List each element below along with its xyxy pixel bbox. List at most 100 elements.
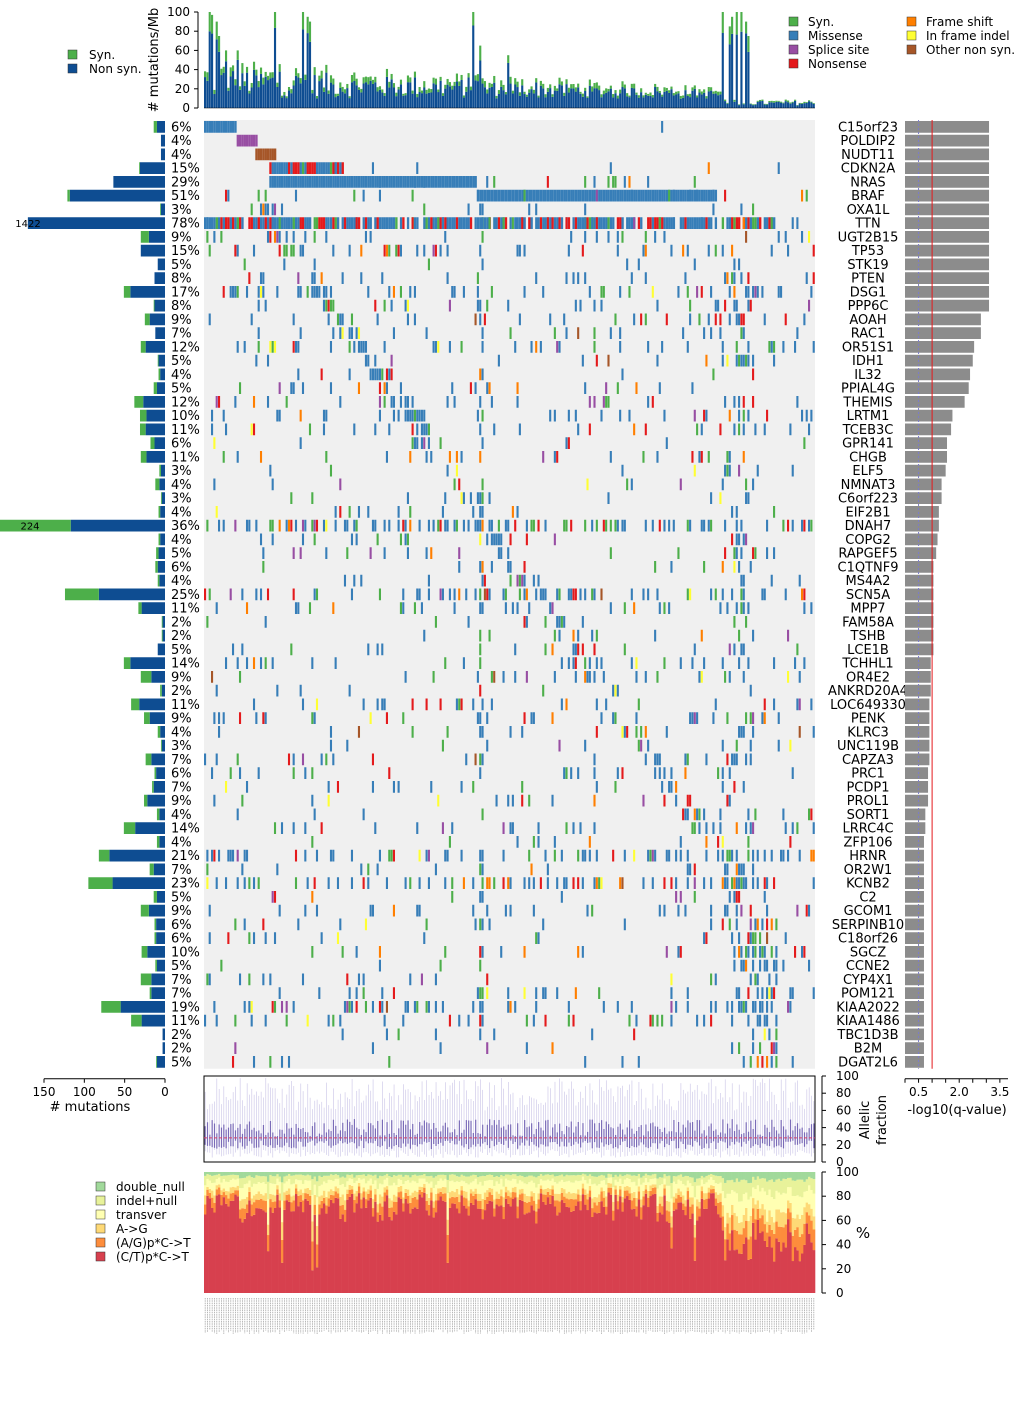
spectrum-segment: [605, 1184, 608, 1197]
spectrum-segment: [621, 1172, 625, 1177]
spectrum-segment: [283, 1176, 286, 1184]
mutation-cell: [714, 217, 718, 229]
mutation-cell: [476, 189, 479, 202]
mutation-cell: [714, 244, 717, 257]
spectrum-segment: [472, 1172, 475, 1175]
mutation-cell: [507, 299, 510, 312]
sample-syn-bar: [388, 81, 391, 88]
mutation-cell: [266, 396, 270, 408]
mutation-cell: [269, 973, 272, 986]
mutation-cell: [357, 327, 361, 339]
mutation-cell: [721, 657, 724, 669]
mutation-cell: [348, 506, 351, 518]
mutation-cell: [495, 217, 498, 229]
mutation-cell: [630, 217, 634, 229]
spectrum-segment: [432, 1177, 436, 1189]
mutation-cell: [269, 341, 272, 353]
mutation-cell: [654, 753, 657, 766]
spectrum-segment: [423, 1183, 426, 1188]
mutation-cell: [728, 451, 731, 463]
sample-syn-bar: [425, 89, 428, 94]
mutation-cell: [717, 836, 720, 848]
spectrum-segment: [418, 1175, 422, 1179]
spectrum-segment: [210, 1175, 214, 1183]
spectrum-segment: [259, 1172, 263, 1177]
spectrum-segment: [630, 1172, 634, 1176]
spectrum-segment: [474, 1178, 478, 1189]
sample-syn-bar: [215, 21, 218, 40]
spectrum-segment: [595, 1185, 599, 1198]
mutation-cell: [299, 217, 302, 229]
mutation-cell: [252, 423, 256, 436]
mutation-cell: [763, 959, 766, 972]
mutation-cell: [215, 506, 218, 518]
mutation-cell: [791, 822, 794, 834]
qvalue-bar: [905, 258, 990, 271]
spectrum-segment: [574, 1205, 578, 1293]
mutation-cell: [439, 244, 442, 257]
sample-nonsyn-bar: [432, 83, 435, 108]
mutation-cell: [738, 313, 741, 326]
mutation-cell: [570, 519, 573, 532]
spectrum-segment: [474, 1174, 478, 1179]
spectrum-segment: [231, 1174, 235, 1179]
mutation-cell: [614, 712, 617, 724]
spectrum-segment: [623, 1190, 627, 1199]
mutation-cell: [630, 272, 633, 284]
mutation-cell: [476, 409, 479, 422]
left-nonsyn-bar: [147, 794, 165, 807]
spectrum-segment: [271, 1202, 275, 1213]
sample-syn-bar: [637, 95, 640, 98]
spectrum-segment: [285, 1190, 289, 1195]
mutation-cell: [556, 588, 559, 601]
spectrum-segment: [332, 1190, 335, 1196]
mutation-cell: [731, 272, 734, 284]
spectrum-segment: [383, 1187, 387, 1193]
spectrum-segment: [245, 1172, 249, 1177]
spectrum-segment: [511, 1199, 515, 1293]
mutation-cell: [742, 1056, 745, 1068]
mutation-cell: [684, 808, 687, 821]
mutation-cell: [481, 327, 484, 339]
top-left-legend: Syn.Non syn.: [67, 48, 142, 76]
spectrum-segment: [497, 1206, 501, 1293]
mutation-cell: [488, 189, 491, 202]
sample-syn-bar: [369, 76, 372, 81]
spectrum-segment: [231, 1193, 235, 1201]
mutation-cell: [742, 533, 745, 546]
mutation-cell: [404, 533, 407, 546]
spectrum-segment: [640, 1177, 643, 1185]
mutation-cell: [749, 712, 752, 724]
spectrum-segment: [308, 1180, 312, 1190]
mutation-cell: [782, 849, 785, 862]
spectrum-segment: [586, 1172, 590, 1176]
mutation-cell: [290, 244, 293, 257]
mutation-cell: [311, 492, 314, 504]
mutation-cell: [385, 244, 388, 257]
mutation-cell: [747, 602, 750, 614]
mutation-cell: [320, 368, 323, 381]
mutation-cell: [551, 794, 554, 807]
mutation-cell: [553, 451, 556, 463]
gene-percent: 19%: [171, 1000, 200, 1015]
left-syn-bar: [0, 519, 71, 532]
spectrum-segment: [210, 1190, 214, 1198]
gene-percent: 15%: [171, 244, 200, 259]
mutation-cell: [560, 657, 563, 669]
spectrum-segment: [458, 1202, 461, 1214]
left-nonsyn-bar: [149, 313, 165, 326]
spectrum-segment: [567, 1199, 571, 1208]
mutation-cell: [273, 203, 277, 216]
spectrum-segment: [542, 1189, 545, 1195]
spectrum-segment: [276, 1174, 279, 1179]
mutation-cell: [481, 574, 484, 587]
mutation-cell: [525, 588, 528, 601]
spectrum-segment: [297, 1206, 300, 1293]
sample-nonsyn-bar: [416, 97, 419, 108]
mutation-cell: [595, 189, 598, 202]
mutation-cell: [350, 533, 354, 546]
mutation-cell: [742, 877, 745, 889]
mutation-cell: [332, 849, 335, 862]
mutation-cell: [462, 519, 465, 532]
mutation-cell: [383, 547, 386, 559]
